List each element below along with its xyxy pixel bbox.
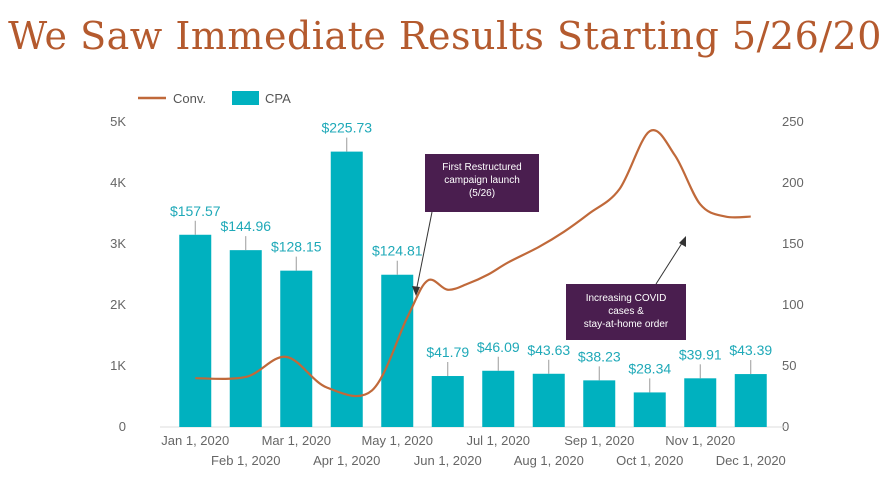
cpa-bar: [734, 374, 767, 427]
cpa-data-labels: $157.57$144.96$128.15 $225.73 $124.81 $41.7…: [170, 120, 772, 393]
cpa-data-label: $225.73: [321, 120, 372, 136]
cpa-data-label: $38.23: [578, 348, 621, 364]
y-left-tick-label: 0: [119, 419, 126, 434]
cpa-bar: [280, 270, 313, 427]
annotations: First Restructured campaign launch (5/26) I…: [412, 154, 686, 340]
conv-line: [195, 129, 751, 398]
annotation-box-launch: [425, 154, 539, 212]
arrow-head: [412, 286, 420, 296]
annotation-arrow-covid: [655, 239, 685, 285]
cpa-data-label: $157.57: [170, 203, 221, 219]
x-tick-label: Jul 1, 2020: [466, 433, 530, 448]
cpa-data-label: $124.81: [372, 243, 423, 259]
cpa-bars: [179, 151, 767, 427]
cpa-bar: [229, 250, 262, 427]
y-left-tick-label: 1K: [110, 358, 126, 373]
cpa-data-label: $41.79: [426, 344, 469, 360]
cpa-bar: [381, 274, 414, 427]
cpa-bar: [583, 380, 616, 427]
chart-legend: Conv. CPA: [138, 91, 291, 106]
cpa-bar: [431, 376, 464, 427]
x-tick-label: Feb 1, 2020: [211, 453, 280, 468]
annotation-text: stay-at-home order: [584, 319, 669, 330]
x-tick-label: Apr 1, 2020: [313, 453, 380, 468]
cpa-data-label: $128.15: [271, 239, 322, 255]
legend-conv-label: Conv.: [173, 91, 206, 106]
annotation-arrow-launch: [415, 211, 433, 293]
x-tick-label: May 1, 2020: [361, 433, 433, 448]
cpa-bar: [684, 378, 717, 427]
x-tick-label: Oct 1, 2020: [616, 453, 683, 468]
x-tick-label: Mar 1, 2020: [262, 433, 331, 448]
cpa-bar: [633, 392, 666, 427]
cpa-data-label: $43.63: [527, 342, 570, 358]
cpa-data-label: $144.96: [220, 218, 271, 234]
x-tick-label: Jun 1, 2020: [414, 453, 482, 468]
cpa-bar: [482, 370, 515, 427]
annotation-text: (5/26): [469, 188, 495, 199]
y-left-tick-label: 2K: [110, 297, 126, 312]
annotation-text: First Restructured: [442, 162, 521, 173]
annotation-text: cases &: [608, 306, 644, 317]
legend-cpa-swatch: [232, 91, 259, 105]
y-left-tick-label: 3K: [110, 236, 126, 251]
x-tick-label: Nov 1, 2020: [665, 433, 735, 448]
page-title: We Saw Immediate Results Starting 5/26/2…: [8, 14, 882, 58]
chart-axes: 01K2K3K4K5K050100150200250Jan 1, 2020Feb…: [110, 114, 804, 468]
y-left-tick-label: 4K: [110, 175, 126, 190]
cpa-data-label: $46.09: [477, 339, 520, 355]
x-tick-label: Sep 1, 2020: [564, 433, 634, 448]
conv-line-path: [195, 129, 751, 398]
y-right-tick-label: 50: [782, 358, 796, 373]
cpa-bar: [179, 234, 212, 427]
y-right-tick-label: 150: [782, 236, 804, 251]
cpa-bar: [532, 373, 565, 427]
cpa-data-label: $28.34: [628, 360, 671, 376]
cpa-data-label: $39.91: [679, 346, 722, 362]
y-left-tick-label: 5K: [110, 114, 126, 129]
x-tick-label: Jan 1, 2020: [161, 433, 229, 448]
y-right-tick-label: 100: [782, 297, 804, 312]
annotation-box-covid: [566, 284, 686, 340]
annotation-text: campaign launch: [444, 175, 520, 186]
cpa-data-label: $43.39: [729, 342, 772, 358]
x-tick-label: Aug 1, 2020: [514, 453, 584, 468]
cpa-bar: [330, 151, 363, 427]
y-right-tick-label: 200: [782, 175, 804, 190]
x-tick-label: Dec 1, 2020: [716, 453, 786, 468]
y-right-tick-label: 250: [782, 114, 804, 129]
arrow-head: [679, 236, 686, 247]
legend-cpa-label: CPA: [265, 91, 291, 106]
annotation-text: Increasing COVID: [586, 293, 667, 304]
